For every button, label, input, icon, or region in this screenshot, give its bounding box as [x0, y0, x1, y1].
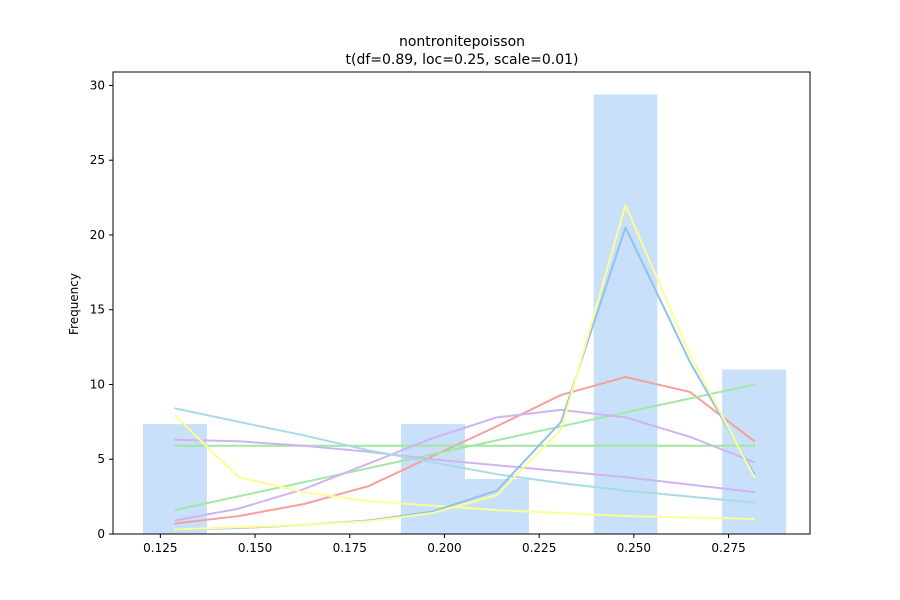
y-axis-label: Frequency [67, 273, 81, 335]
y-tick-label-4: 20 [90, 228, 105, 242]
series-line-4 [174, 438, 756, 494]
x-tick-label-6: 0.275 [711, 541, 745, 555]
histogram-bar-4 [722, 369, 787, 534]
x-tick-label-3: 0.200 [427, 541, 461, 555]
series-line-0 [174, 376, 756, 525]
series-line-5 [174, 407, 756, 504]
x-tick-label-2: 0.175 [333, 541, 367, 555]
series-line-3 [174, 408, 756, 522]
y-tick-label-1: 5 [97, 452, 105, 466]
lines-layer [174, 204, 756, 531]
chart-title: nontronitepoisson [399, 34, 525, 50]
y-tick-label-2: 10 [90, 377, 105, 391]
chart-subtitle: t(df=0.89, loc=0.25, scale=0.01) [346, 52, 579, 68]
series-line-6 [174, 414, 756, 521]
ticks-layer: 0.125 0.150 0.175 0.200 0.225 0.250 0.275 0 5 10 1… [90, 78, 746, 555]
x-tick-label-4: 0.225 [522, 541, 556, 555]
y-tick-label-5: 25 [90, 153, 105, 167]
histogram-bar-2 [464, 478, 529, 534]
histogram-bar-1 [400, 424, 465, 534]
series-line-1 [174, 383, 756, 512]
plot-frame [112, 71, 811, 535]
series-line-8 [174, 204, 756, 531]
x-tick-label-1: 0.150 [238, 541, 272, 555]
y-tick-label-6: 30 [90, 78, 105, 92]
y-tick-label-0: 0 [97, 527, 105, 541]
x-tick-label-5: 0.250 [617, 541, 651, 555]
y-tick-label-3: 15 [90, 303, 105, 317]
bars-layer [142, 94, 787, 534]
histogram-bar-3 [593, 94, 658, 534]
x-tick-label-0: 0.125 [143, 541, 177, 555]
